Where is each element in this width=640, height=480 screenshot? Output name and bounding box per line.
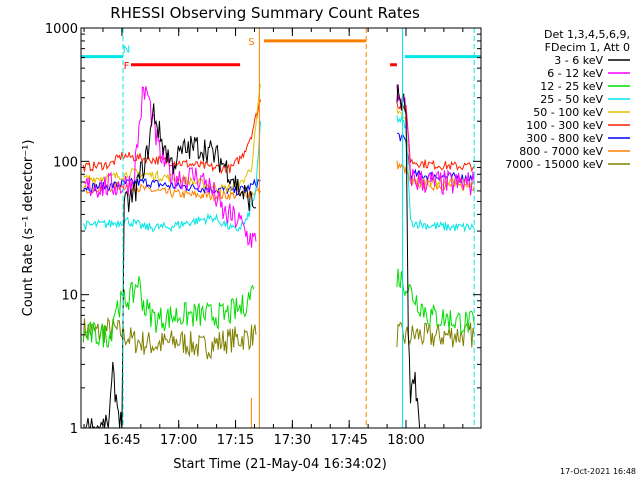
y-tick-label: 1000: [45, 22, 78, 37]
annotation-layer: NF S: [81, 28, 481, 428]
annotation-n-0: N: [81, 28, 130, 428]
annotation-s-4: S: [248, 28, 367, 428]
legend-label: 50 - 100 keV: [533, 106, 603, 119]
annotation-label-s: S: [248, 37, 254, 48]
x-tick-label: 17:15: [217, 433, 254, 448]
legend-entry-12-25-kev: 12 - 25 keV: [540, 80, 630, 93]
y-axis-label: Count Rate (s⁻¹ detector⁻¹): [21, 140, 36, 317]
legend-label: 3 - 6 keV: [554, 54, 603, 67]
legend-label: 100 - 300 keV: [526, 119, 603, 132]
legend-label: 300 - 800 keV: [526, 132, 603, 145]
annotation-label-n: N: [123, 45, 130, 56]
x-tick-label: 17:00: [160, 433, 197, 448]
series-line-800-7000-kev: [396, 160, 475, 192]
y-tick-label: 10: [61, 289, 78, 304]
series-line-25-50-kev: [82, 121, 261, 233]
series-line-300-800-kev: [82, 177, 261, 196]
legend-entry-25-50-kev: 25 - 50 keV: [540, 93, 630, 106]
footer-date: 17-Oct-2021 16:48: [560, 467, 636, 476]
plot-frame: [80, 27, 482, 429]
series-3-6-kev: [83, 84, 421, 428]
annotation-n-1: [402, 28, 481, 428]
annotation-f-2: F: [124, 61, 241, 72]
x-tick-label: 16:45: [103, 433, 140, 448]
legend-entry-800-7000-kev: 800 - 7000 keV: [519, 145, 630, 158]
series-line-6-12-kev: [83, 86, 257, 248]
legend: Det 1,3,4,5,6,9,FDecim 1, Att 03 - 6 keV…: [505, 28, 630, 171]
series-25-50-kev: [82, 115, 475, 233]
legend-entry-3-6-kev: 3 - 6 keV: [554, 54, 630, 67]
x-tick-label: 17:45: [330, 433, 367, 448]
annotation-label-f: F: [124, 61, 130, 72]
chart-title: RHESSI Observing Summary Count Rates: [110, 4, 420, 22]
x-axis-label: Start Time (21-May-04 16:34:02): [173, 457, 387, 472]
series-6-12-kev: [83, 84, 475, 248]
legend-label: 6 - 12 keV: [547, 67, 603, 80]
series-12-25-kev: [82, 268, 475, 348]
legend-entry-6-12-kev: 6 - 12 keV: [547, 67, 630, 80]
legend-header-line: Det 1,3,4,5,6,9,: [544, 28, 630, 41]
legend-label: 7000 - 15000 keV: [505, 158, 603, 171]
series-layer: [82, 83, 475, 428]
axis-layer: 16:45 17:00 17:15 17:30 17:45 18:00 1 10 100 1000: [45, 22, 481, 448]
series-line-3-6-kev: [396, 84, 421, 428]
x-tick-label: 18:00: [387, 433, 424, 448]
legend-label: 25 - 50 keV: [540, 93, 603, 106]
legend-label: 12 - 25 keV: [540, 80, 603, 93]
legend-header-line: FDecim 1, Att 0: [545, 41, 630, 54]
series-line-12-25-kev: [82, 276, 255, 348]
series-line-12-25-kev: [396, 268, 475, 336]
series-line-6-12-kev: [396, 84, 475, 196]
legend-label: 800 - 7000 keV: [519, 145, 603, 158]
series-line-25-50-kev: [396, 115, 475, 233]
legend-entry-7000-15000-kev: 7000 - 15000 keV: [505, 158, 630, 171]
series-line-50-100-kev: [82, 83, 261, 194]
legend-entry-300-800-kev: 300 - 800 keV: [526, 132, 630, 145]
y-tick-label: 1: [70, 422, 78, 437]
legend-entry-100-300-kev: 100 - 300 keV: [526, 119, 630, 132]
legend-entry-50-100-kev: 50 - 100 keV: [533, 106, 630, 119]
y-tick-label: 100: [53, 155, 78, 170]
x-tick-label: 17:30: [274, 433, 311, 448]
series-line-3-6-kev: [83, 103, 257, 428]
